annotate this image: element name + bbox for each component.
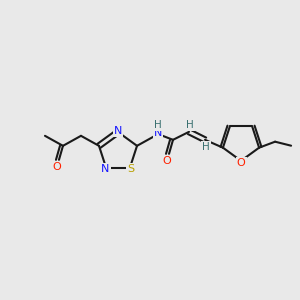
- Text: H: H: [202, 142, 210, 152]
- Text: N: N: [114, 126, 122, 136]
- Text: H: H: [186, 120, 194, 130]
- Text: O: O: [163, 156, 171, 166]
- Text: N: N: [101, 164, 110, 174]
- Text: O: O: [237, 158, 245, 168]
- Text: H: H: [154, 120, 162, 130]
- Text: N: N: [154, 128, 162, 138]
- Text: S: S: [127, 164, 134, 174]
- Text: O: O: [52, 162, 62, 172]
